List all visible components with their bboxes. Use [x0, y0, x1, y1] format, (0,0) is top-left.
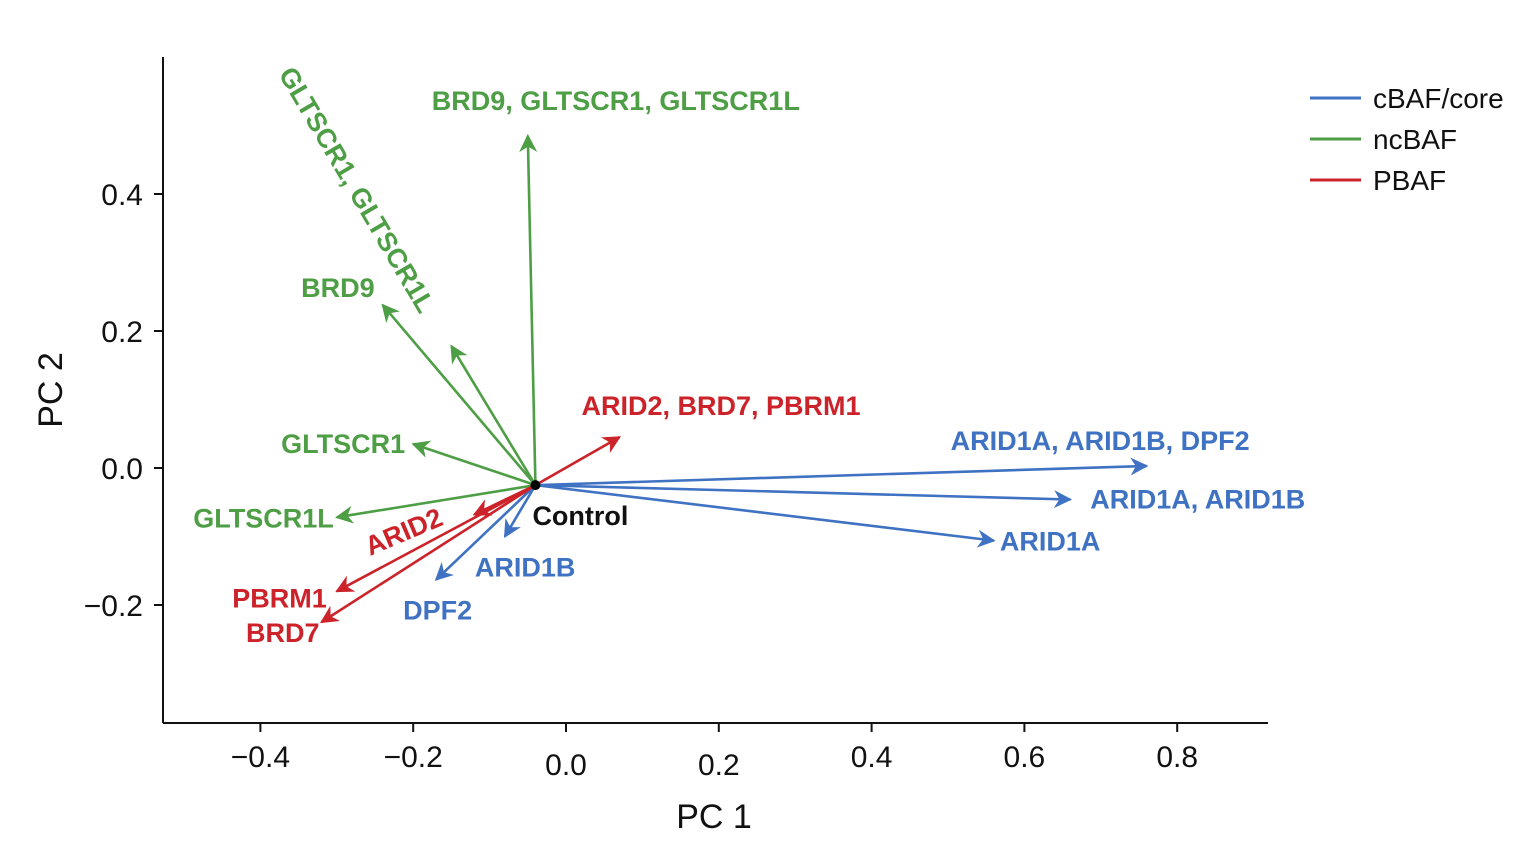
- vector-label: ARID1A: [1000, 527, 1101, 557]
- vector-arrow: [381, 303, 537, 486]
- vector-arrow: [535, 483, 1073, 509]
- vector-arrow: [335, 483, 537, 593]
- loading-vectors: ARID1A, ARID1B, DPF2 ARID1A, ARID1B ARID1A…: [193, 62, 1305, 648]
- control-origin-point: [530, 480, 541, 491]
- vector-arrow: [534, 436, 622, 487]
- vector-arrow: [519, 133, 538, 486]
- vector-label: BRD9: [301, 273, 375, 303]
- vector-label: PBRM1: [232, 583, 327, 613]
- x-tick-label: −0.4: [231, 741, 290, 774]
- vector-arrow: [320, 484, 537, 624]
- legend-label: ncBAF: [1373, 124, 1457, 155]
- vector-label: BRD9, GLTSCR1, GLTSCR1L: [432, 86, 800, 116]
- control-label: Control: [532, 501, 628, 531]
- x-tick-label: 0.8: [1156, 741, 1198, 774]
- vector-arrow: [434, 484, 537, 581]
- vector-label: ARID1A, ARID1B, DPF2: [951, 426, 1250, 456]
- y-tick-label: 0.4: [101, 179, 143, 212]
- x-tick-label: −0.2: [384, 741, 443, 774]
- y-ticks: 0.4 0.2 0.0 −0.2: [84, 179, 163, 623]
- x-tick-label: 0.0: [545, 749, 587, 782]
- y-tick-label: −0.2: [84, 590, 143, 623]
- legend-label: PBAF: [1373, 165, 1446, 196]
- vector-label: ARID2, BRD7, PBRM1: [581, 391, 860, 421]
- vector-label: DPF2: [403, 596, 472, 626]
- y-tick-label: 0.2: [101, 316, 143, 349]
- vector-label: GLTSCR1: [281, 429, 405, 459]
- vector-arrow: [503, 484, 537, 539]
- x-tick-label: 0.6: [1004, 741, 1046, 774]
- vector-label: ARID1A, ARID1B: [1090, 485, 1305, 515]
- vector-label: GLTSCR1L: [193, 503, 334, 533]
- legend: cBAF/core ncBAF PBAF: [1310, 83, 1504, 196]
- x-tick-label: 0.2: [698, 749, 740, 782]
- y-tick-label: 0.0: [101, 453, 143, 486]
- vector-label: ARID1B: [475, 553, 576, 583]
- vector-label: BRD7: [246, 618, 320, 648]
- vector-arrow: [535, 483, 996, 548]
- x-axis-title: PC 1: [676, 798, 752, 836]
- x-ticks: −0.4 −0.2 0.0 0.2 0.4 0.6 0.8: [231, 723, 1198, 782]
- vector-arrow: [535, 457, 1149, 487]
- legend-label: cBAF/core: [1373, 83, 1504, 114]
- vector-arrow: [335, 483, 536, 524]
- y-axis-title: PC 2: [32, 352, 70, 428]
- vector-arrow: [411, 440, 536, 487]
- plot-area: −0.4 −0.2 0.0 0.2 0.4 0.6 0.8 0.4 0.2 0.0 −0.2 AR…: [84, 57, 1305, 782]
- vector-arrow: [450, 344, 537, 486]
- x-tick-label: 0.4: [851, 741, 893, 774]
